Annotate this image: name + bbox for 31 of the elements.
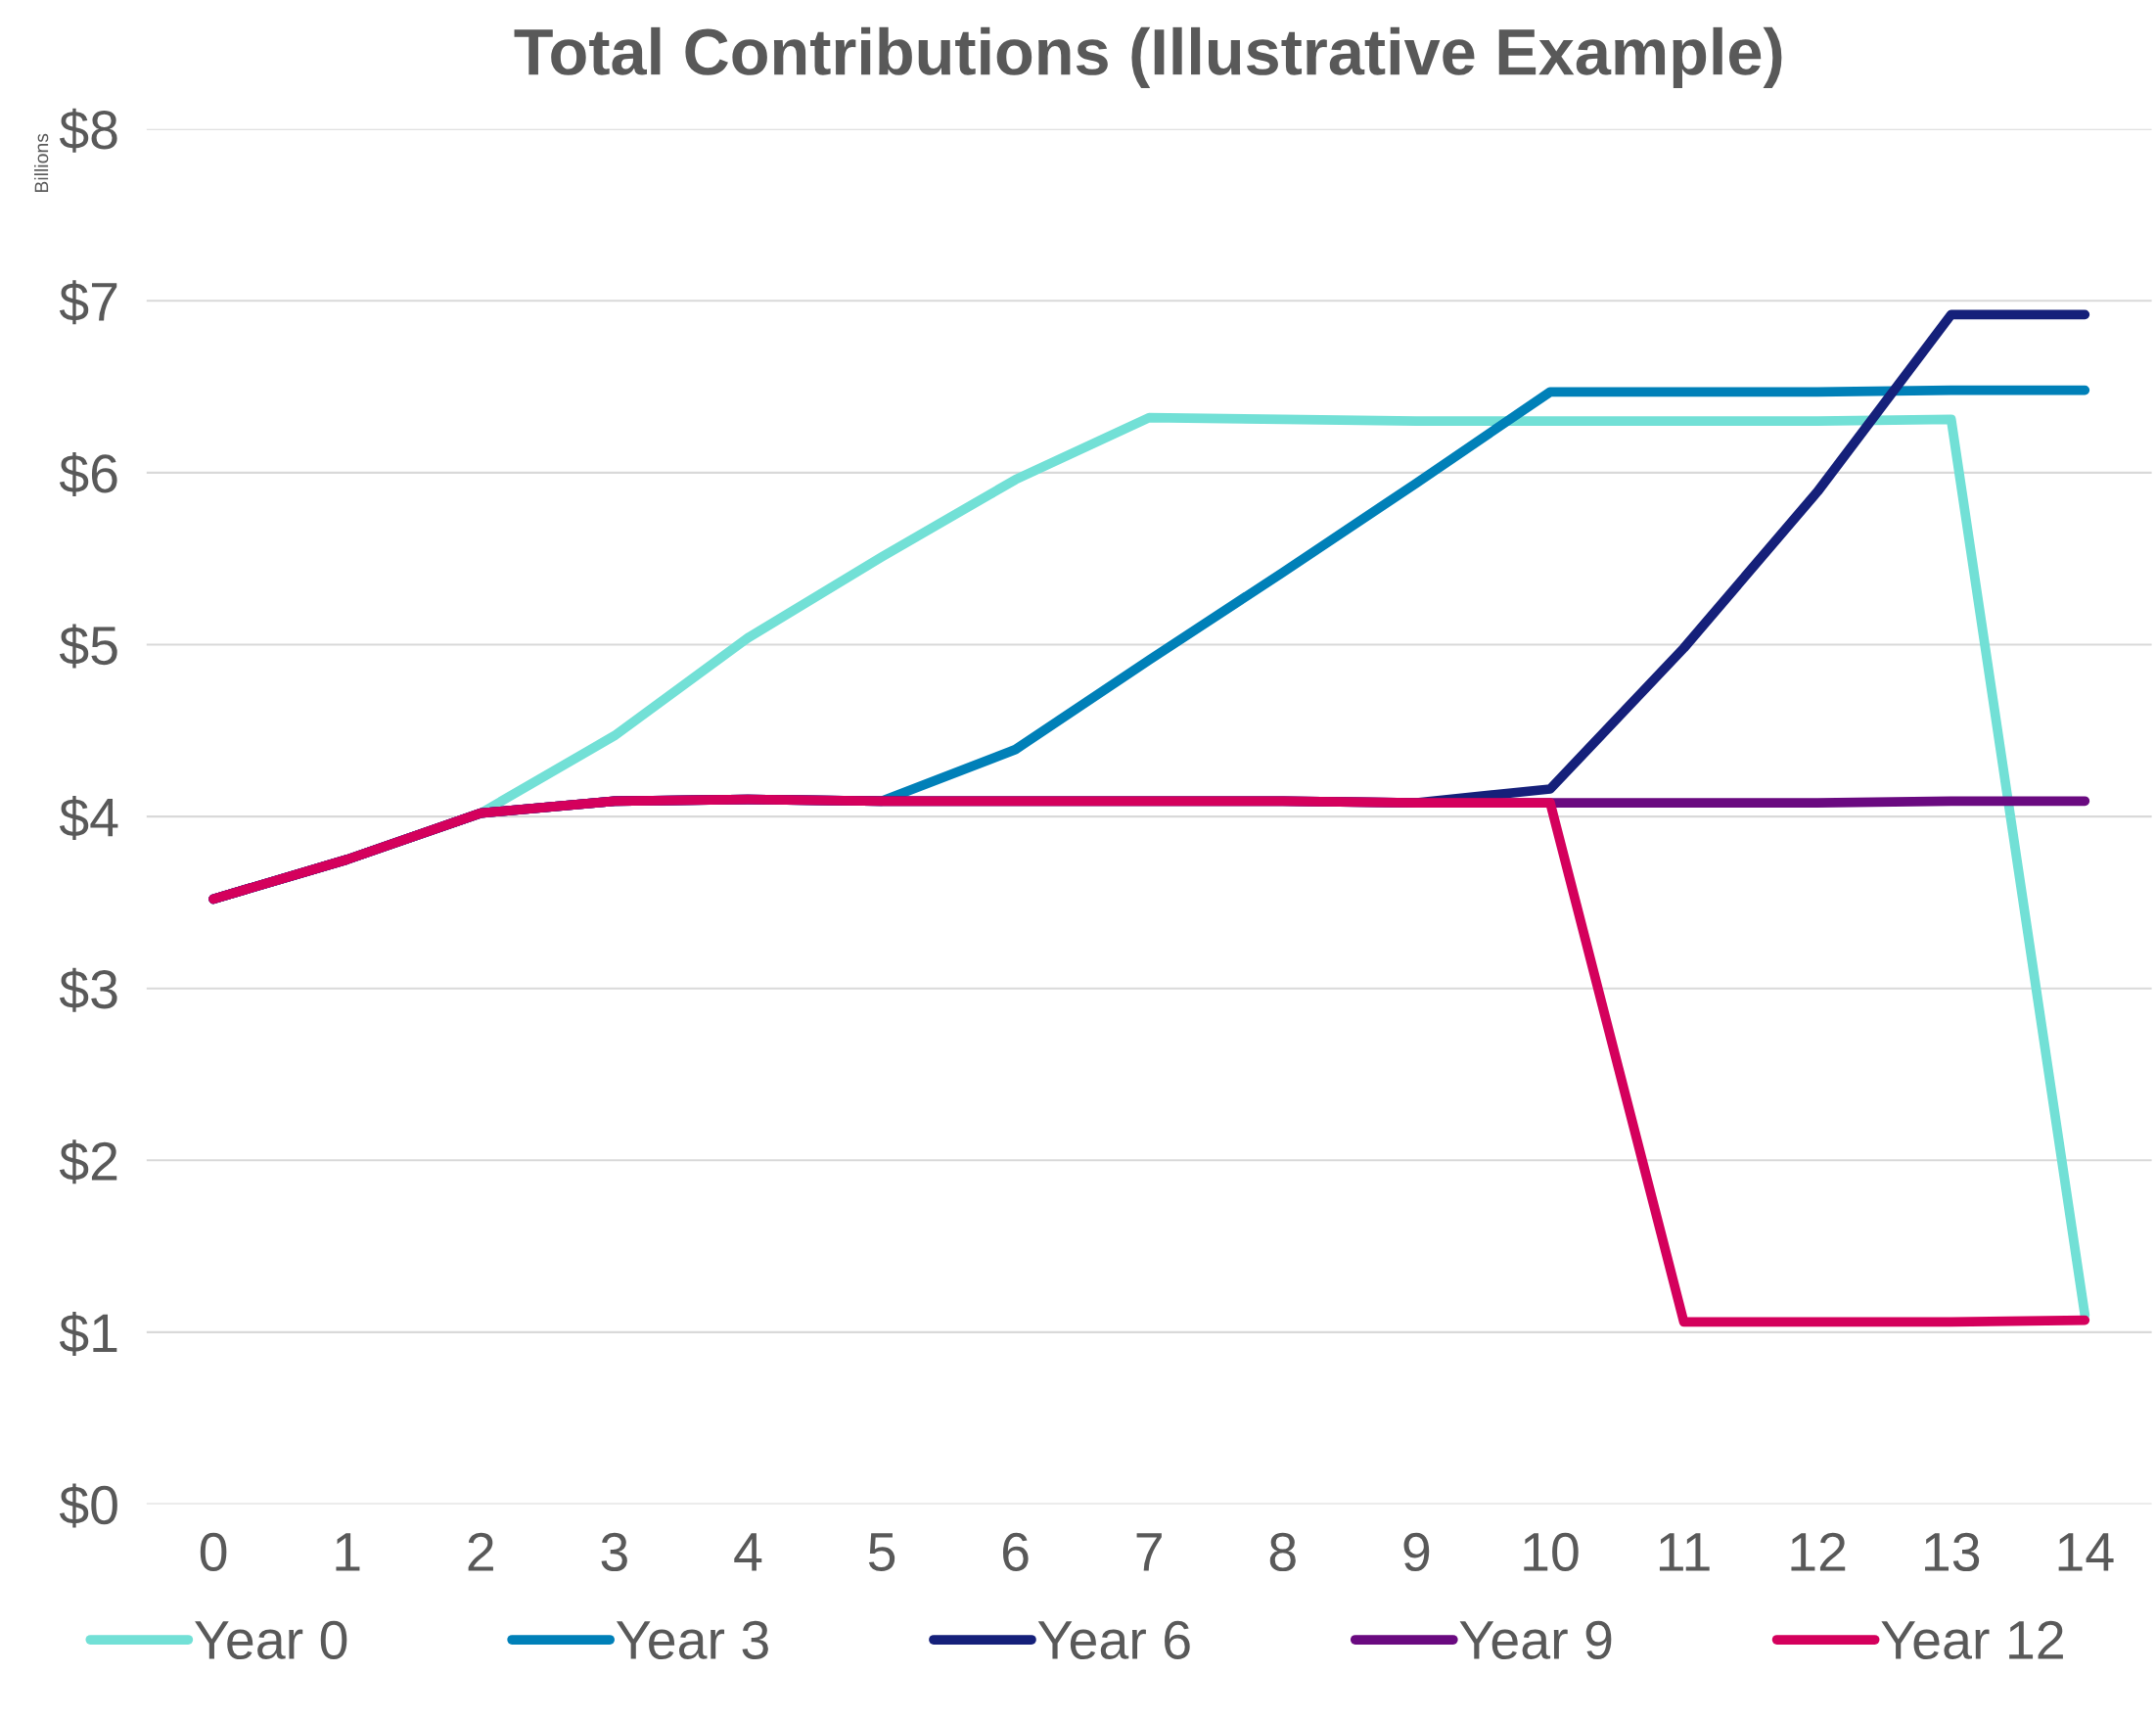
x-tick-label: 7	[1136, 1533, 1162, 1571]
x-tick-label: 0	[200, 1532, 227, 1572]
y-tick-label: $8	[59, 108, 117, 153]
legend-label: Year 0	[195, 1620, 347, 1660]
x-tick-label: 3	[601, 1532, 627, 1572]
x-tick-label: 14	[2058, 1533, 2114, 1571]
y-tick-label: $7	[59, 280, 117, 325]
x-tick-label: 2	[468, 1532, 493, 1571]
x-tick-label: 6	[1002, 1532, 1029, 1572]
y-tick-label: $6	[59, 451, 117, 496]
legend-label: Year 3	[616, 1620, 768, 1660]
y-tick-label: $1	[59, 1311, 117, 1356]
x-tick-label: 8	[1269, 1532, 1296, 1572]
y-axis-title: Billions	[34, 133, 49, 193]
chart-title: Total Contributions (Illustrative Example)	[514, 26, 1782, 88]
y-tick-label: $3	[59, 967, 117, 1012]
x-tick-label: 11	[1659, 1533, 1710, 1571]
legend-label: Year 6	[1037, 1620, 1190, 1660]
y-tick-label: $2	[59, 1139, 117, 1185]
x-tick-label: 1	[336, 1533, 360, 1571]
y-tick-label: $0	[59, 1483, 117, 1528]
x-tick-label: 5	[868, 1533, 895, 1572]
legend-label: Year 9	[1459, 1620, 1612, 1660]
x-tick-label: 12	[1791, 1532, 1846, 1571]
x-tick-label: 9	[1403, 1532, 1430, 1572]
y-tick-label: $4	[59, 796, 118, 841]
x-tick-label: 10	[1524, 1532, 1579, 1572]
x-tick-label: 4	[734, 1533, 762, 1571]
x-tick-label: 13	[1925, 1532, 1980, 1572]
legend-label: Year 12	[1881, 1620, 2063, 1660]
y-tick-label: $5	[59, 624, 117, 669]
